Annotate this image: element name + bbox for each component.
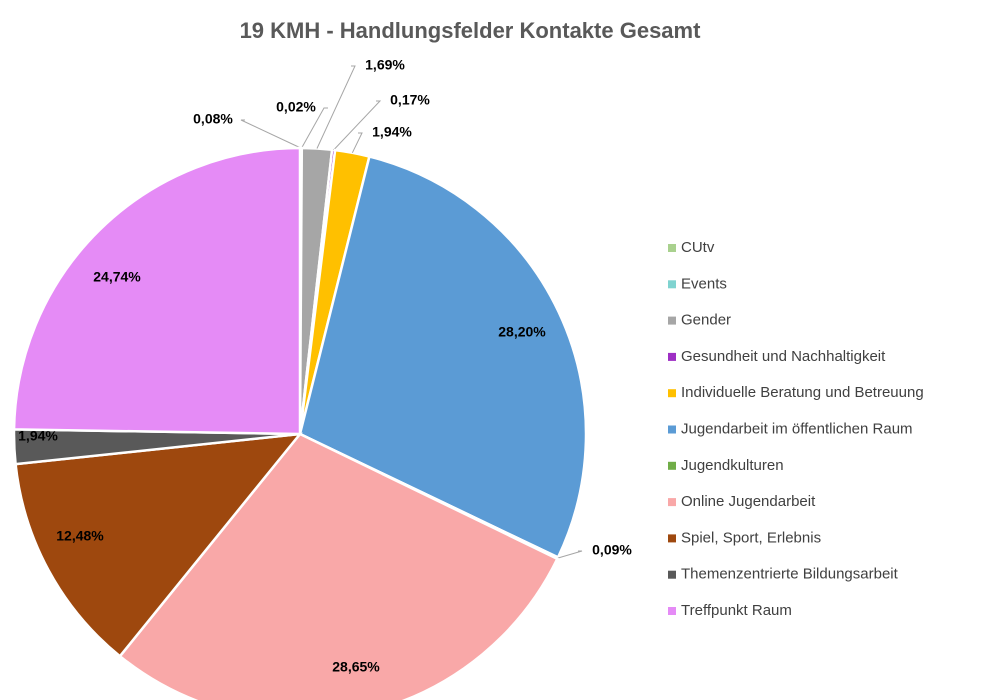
legend-label: Online Jugendarbeit (681, 493, 816, 510)
leader-line (240, 119, 301, 149)
legend-label: Spiel, Sport, Erlebnis (681, 529, 821, 546)
legend-label: Themenzentrierte Bildungsarbeit (681, 566, 899, 583)
legend-label: Gender (681, 312, 731, 329)
data-label: 1,94% (18, 428, 58, 444)
legend-swatch (668, 461, 676, 470)
legend-swatch (668, 425, 676, 434)
data-label: 28,20% (498, 324, 546, 340)
data-label: 28,65% (332, 659, 380, 675)
legend-swatch (668, 389, 676, 398)
data-label: 12,48% (56, 528, 104, 544)
data-label: 0,09% (592, 542, 632, 558)
legend-swatch (668, 244, 676, 252)
leader-line (557, 550, 583, 559)
legend-label: Events (681, 275, 727, 292)
legend-swatch (668, 352, 676, 361)
pie-slice (298, 155, 588, 560)
leader-line (333, 100, 382, 151)
pie-slice (12, 146, 302, 436)
pie-slice (14, 432, 303, 658)
pie-slice (118, 432, 559, 700)
leader-line (301, 107, 328, 149)
legend-swatch (668, 534, 676, 543)
legend-label: CUtv (681, 239, 715, 256)
data-label: 0,02% (276, 99, 316, 115)
legend-label: Jugendarbeit im öffentlichen Raum (681, 420, 913, 437)
data-label: 1,69% (365, 57, 405, 73)
legend-label: Treffpunkt Raum (681, 602, 792, 619)
data-label: 1,94% (372, 124, 412, 140)
legend-label: Gesundheit und Nachhaltigkeit (681, 348, 886, 365)
legend-swatch (668, 607, 676, 615)
legend-label: Jugendkulturen (681, 457, 784, 474)
legend-swatch (668, 280, 676, 289)
legend-label: Individuelle Beratung und Betreuung (681, 384, 924, 401)
leader-line (351, 132, 363, 154)
legend-swatch (668, 570, 676, 579)
legend-swatch (668, 498, 676, 507)
data-label: 0,08% (193, 111, 233, 127)
data-label: 24,74% (93, 269, 141, 285)
data-label: 0,17% (390, 92, 430, 108)
leader-line (316, 65, 356, 149)
chart-title: 19 KMH - Handlungsfelder Kontakte Gesamt (240, 18, 702, 43)
legend-swatch (668, 316, 676, 325)
